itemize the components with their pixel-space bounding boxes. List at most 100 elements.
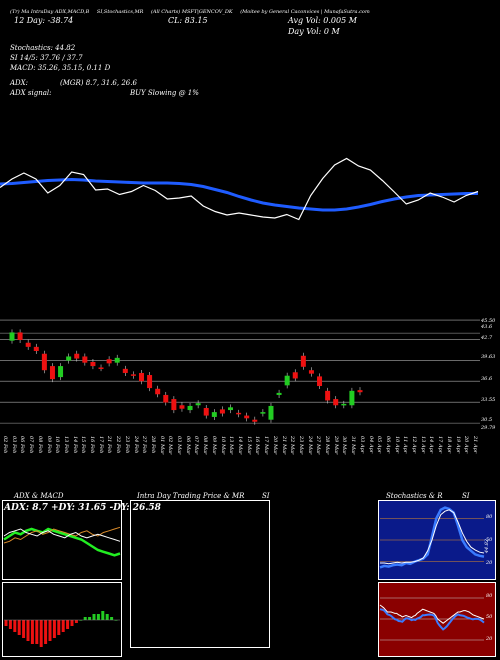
adx-macd-title: ADX & MACD bbox=[14, 492, 64, 500]
header-part-3: (All Charts) MSFT|GENCOV_DK bbox=[150, 9, 233, 15]
rsi-axis-label: 50 bbox=[486, 614, 493, 620]
macd-bar bbox=[26, 620, 30, 641]
adx-panel bbox=[2, 500, 122, 580]
macd-bar bbox=[92, 614, 96, 620]
macd-bar bbox=[48, 620, 52, 641]
macd-bar bbox=[52, 620, 56, 638]
adx-values: (MGR) 8.7, 31.6, 26.6 bbox=[60, 79, 137, 87]
price-candle bbox=[357, 390, 363, 393]
macd-bar bbox=[74, 620, 78, 623]
macd-bar bbox=[8, 620, 12, 629]
price-candle bbox=[147, 375, 153, 389]
rsi-signal-line bbox=[379, 608, 485, 631]
price-candle bbox=[90, 361, 96, 367]
macd-bar bbox=[44, 620, 48, 644]
macd-bar bbox=[66, 620, 70, 629]
stoch-axis-label: 80 bbox=[486, 514, 493, 520]
macd-bar bbox=[83, 617, 87, 620]
macd-bar bbox=[4, 620, 8, 626]
macd-bar bbox=[105, 614, 109, 620]
avg-volume: Avg Vol: 0.005 M bbox=[288, 16, 357, 25]
macd-bar bbox=[96, 614, 100, 620]
intraday-title: Intra Day Trading Price & MR bbox=[137, 492, 245, 500]
macd-bar bbox=[88, 617, 92, 620]
price-candle bbox=[252, 419, 258, 422]
price-candle bbox=[292, 372, 298, 379]
macd-bar bbox=[30, 620, 34, 644]
macd-bar bbox=[70, 620, 74, 626]
price-candle bbox=[130, 374, 136, 376]
price-candle bbox=[325, 390, 331, 401]
price-candle bbox=[244, 415, 250, 419]
price-candle bbox=[284, 375, 290, 386]
price-candle bbox=[228, 407, 234, 411]
price-candle bbox=[341, 403, 347, 406]
rsi-axis-label: 20 bbox=[486, 636, 493, 642]
price-candle bbox=[276, 392, 282, 395]
stoch-axis-label: 50 bbox=[486, 537, 493, 543]
intraday-panel bbox=[130, 500, 270, 648]
price-candle bbox=[58, 366, 64, 378]
price-candle bbox=[308, 370, 314, 374]
price-candle bbox=[155, 388, 161, 395]
price-candle bbox=[106, 359, 112, 364]
header-title-line: (Tr) Ma IntraDay ADX,MACD,B SI,Stochasti… bbox=[10, 9, 376, 15]
price-candle bbox=[187, 405, 193, 411]
price-candle bbox=[82, 356, 88, 363]
price-candle bbox=[317, 376, 323, 387]
adx-label: ADX: bbox=[10, 79, 29, 87]
adx-readout: ADX: 8.7 +DY: 31.65 -DY: 26.58 bbox=[4, 503, 161, 513]
macd-bar bbox=[79, 620, 83, 621]
minus-di-line bbox=[3, 528, 121, 542]
macd-bar bbox=[35, 620, 39, 644]
price-axis-label: 43.6 bbox=[481, 324, 493, 330]
price-candle bbox=[25, 342, 31, 347]
day-change: 12 Day: -38.74 bbox=[14, 16, 74, 25]
price-candle bbox=[49, 366, 55, 380]
stoch-axis-label: 20 bbox=[486, 560, 493, 566]
price-candle bbox=[219, 409, 225, 414]
macd-bar bbox=[110, 617, 114, 620]
price-candle bbox=[349, 390, 355, 406]
price-candle bbox=[171, 399, 177, 411]
plus-di-line bbox=[3, 526, 121, 544]
price-candle bbox=[114, 357, 120, 363]
price-candle bbox=[138, 372, 144, 382]
adx-signal-text: BUY Slowing @ 1% bbox=[130, 89, 199, 97]
price-candle bbox=[195, 403, 201, 406]
price-axis-label: 39.63 bbox=[481, 354, 496, 360]
macd-bar bbox=[17, 620, 21, 635]
macd-readout: MACD: 35.26, 35.15, 0.11 D bbox=[10, 64, 111, 72]
macd-bar bbox=[39, 620, 43, 647]
stoch-k-line bbox=[379, 506, 485, 569]
price-candle bbox=[66, 356, 72, 361]
price-candle bbox=[179, 405, 185, 409]
si-readout: SI 14/5: 37.76 / 37.7 bbox=[10, 54, 83, 62]
price-candle bbox=[41, 353, 47, 371]
price-candle bbox=[268, 405, 274, 420]
intraday-si: SI bbox=[262, 492, 270, 500]
price-axis-label: 42.7 bbox=[481, 335, 493, 341]
price-candle bbox=[33, 346, 39, 351]
header-part-2: SI,Stochastics,MR bbox=[96, 9, 144, 15]
day-volume: Day Vol: 0 M bbox=[288, 27, 340, 36]
price-candle bbox=[203, 408, 209, 416]
price-candle bbox=[9, 332, 15, 341]
macd-panel bbox=[2, 582, 122, 657]
price-candle bbox=[163, 394, 169, 403]
macd-bar bbox=[57, 620, 61, 635]
price-candle bbox=[300, 355, 306, 367]
macd-bar bbox=[101, 611, 105, 620]
header-part-1: (Tr) Ma IntraDay ADX,MACD,B bbox=[10, 9, 90, 15]
rsi-line bbox=[379, 604, 485, 624]
price-candle bbox=[236, 412, 242, 415]
macd-bar bbox=[13, 620, 17, 632]
adx-line bbox=[3, 527, 121, 557]
price-axis-label: 45.50 bbox=[481, 318, 496, 324]
stochastics-readout: Stochastics: 44.82 bbox=[10, 44, 76, 52]
price-line bbox=[0, 157, 479, 221]
stochastics-title: Stochastics & R bbox=[386, 492, 443, 500]
price-axis-label: 36.6 bbox=[481, 376, 493, 382]
price-candle bbox=[333, 399, 339, 406]
